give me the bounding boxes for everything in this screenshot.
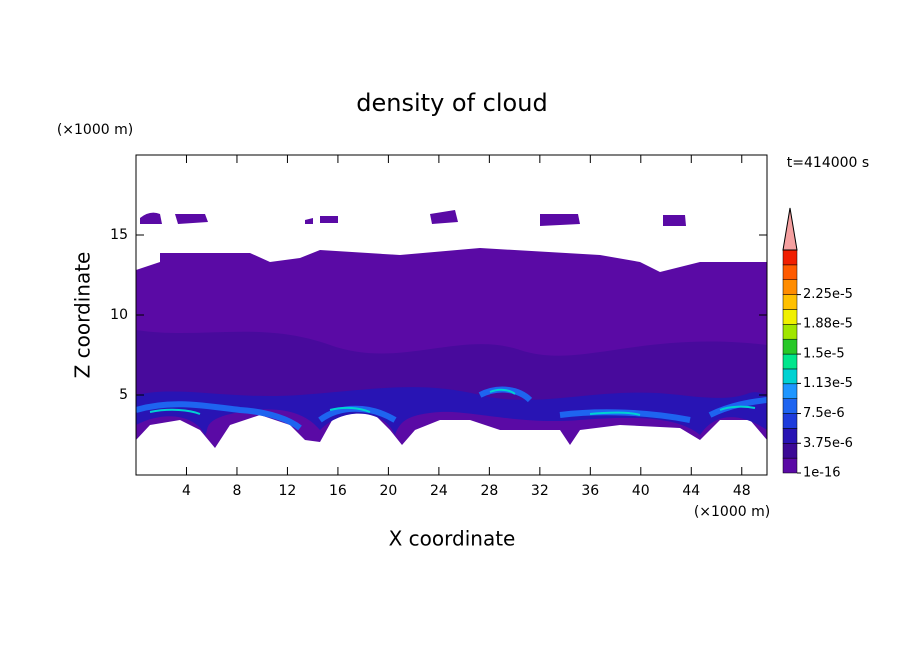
y-tick-label: 15 <box>110 227 128 243</box>
colorbar-box <box>782 457 798 474</box>
x-tick-label: 20 <box>379 483 397 499</box>
cloud-region <box>149 388 756 416</box>
colorbar-box <box>782 428 798 444</box>
x-tick-label: 12 <box>279 483 297 499</box>
y-unit: (×1000 m) <box>57 122 133 138</box>
colorbar-label: 7.5e-6 <box>803 406 845 421</box>
cloud-region <box>136 387 767 435</box>
x-tick-label: 36 <box>581 483 599 499</box>
colorbar-box <box>782 368 798 385</box>
x-tick-label: 32 <box>531 483 549 499</box>
colorbar-box <box>782 383 798 399</box>
x-tick-label: 44 <box>682 483 700 499</box>
colorbar-label: 1.13e-5 <box>803 376 853 391</box>
x-tick-label: 16 <box>329 483 347 499</box>
cloud-region <box>140 210 686 226</box>
colorbar-label: 1e-16 <box>803 466 841 481</box>
x-tick-label: 48 <box>733 483 751 499</box>
colorbar-label: 1.5e-5 <box>803 347 845 362</box>
colorbar-box <box>782 443 798 459</box>
colorbar-label: 1.88e-5 <box>803 316 853 331</box>
x-tick-label: 8 <box>232 483 241 499</box>
colorbar-box <box>782 353 798 370</box>
x-tick-label: 28 <box>480 483 498 499</box>
x-tick-label: 40 <box>632 483 650 499</box>
x-axis-label: X coordinate <box>389 527 516 551</box>
colorbar-box <box>782 249 798 266</box>
colorbar-extend <box>782 207 798 251</box>
colorbar-box <box>782 398 798 414</box>
cloud-region <box>136 330 767 408</box>
x-unit: (×1000 m) <box>694 504 770 520</box>
x-tick-label: 24 <box>430 483 448 499</box>
colorbar-box <box>782 309 798 325</box>
colorbar-box <box>782 294 798 310</box>
colorbar-box <box>782 413 798 429</box>
colorbar-box <box>782 264 798 280</box>
contour-field <box>136 210 767 448</box>
colorbar-box <box>782 338 798 355</box>
colorbar-box <box>782 324 798 340</box>
time-label: t=414000 s <box>787 155 869 171</box>
colorbar-box <box>782 279 798 295</box>
x-tick-label: 4 <box>182 483 191 499</box>
chart-title: density of cloud <box>356 89 547 117</box>
y-axis-label: Z coordinate <box>71 252 95 379</box>
y-tick-label: 10 <box>110 307 128 323</box>
colorbar-label: 2.25e-5 <box>803 287 853 302</box>
y-tick-label: 5 <box>119 387 128 403</box>
colorbar-label: 3.75e-6 <box>803 436 853 451</box>
